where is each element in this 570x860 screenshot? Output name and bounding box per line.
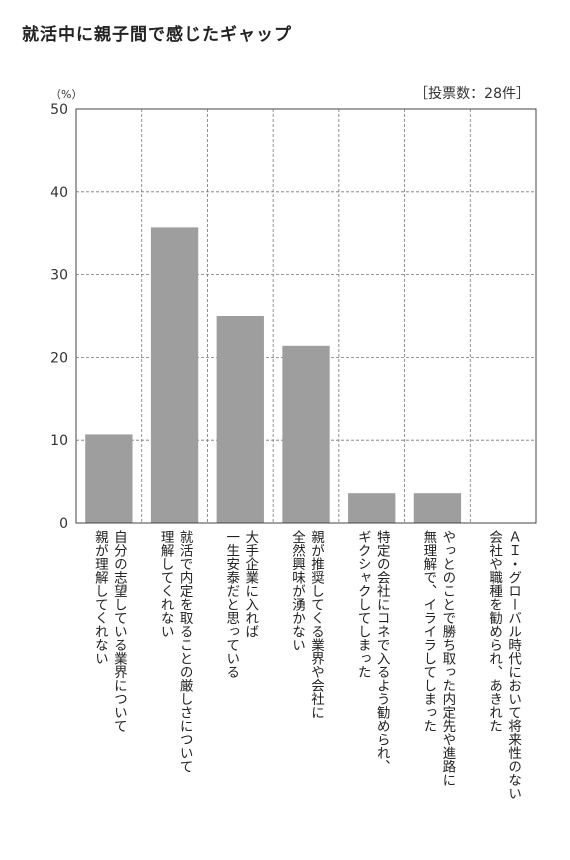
y-tick-label: 40	[50, 185, 68, 201]
vote-count-note: ［投票数：28件］	[414, 86, 530, 102]
y-tick-label: 0	[59, 516, 68, 532]
y-tick-label: 50	[50, 102, 68, 118]
category-label: 自分の志望している業界について 親が理解してくれない	[91, 530, 127, 733]
category-label: 就活で内定を取ることの厳しさについて 理解してくれない	[157, 530, 193, 773]
category-label: ＡＩ・グローバル時代において将来性のない 会社や職種を勧められ、あきれた	[486, 530, 522, 800]
y-tick-label: 30	[50, 268, 68, 284]
y-axis-unit: （%）	[50, 88, 83, 101]
bar	[282, 345, 330, 523]
category-label: 特定の会社にコネで入るよう勧められ、 ギクシャクしてしまった	[354, 530, 390, 773]
category-label: やっとのことで勝ち取った内定先や進路に 無理解で、イライラしてしまった	[420, 530, 456, 787]
bar	[348, 493, 396, 523]
bar	[150, 227, 199, 524]
chart-title: 就活中に親子間で感じたギャップ	[22, 25, 292, 45]
y-tick-label: 10	[50, 433, 68, 449]
category-label: 親が推奨してくる業界や会社に 全然興味が湧かない	[289, 530, 324, 719]
bar	[85, 434, 133, 523]
bar	[413, 493, 462, 523]
y-tick-label: 20	[50, 350, 68, 366]
category-label: 大手企業に入れば 一生安泰だと思っている	[223, 530, 259, 679]
bar	[216, 316, 264, 523]
